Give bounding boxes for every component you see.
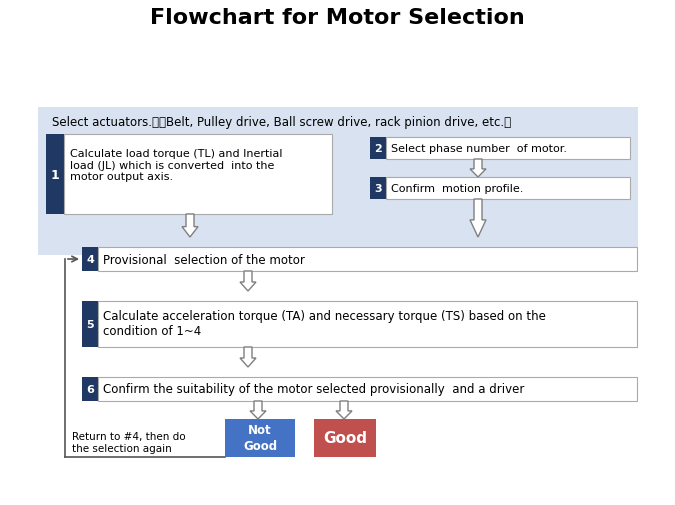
Text: 3: 3 bbox=[374, 184, 382, 193]
Text: Select actuators.　（Belt, Pulley drive, Ball screw drive, rack pinion drive, etc.: Select actuators. （Belt, Pulley drive, B… bbox=[52, 115, 511, 128]
Polygon shape bbox=[470, 160, 486, 178]
Text: Calculate load torque (TL) and Inertial
load (JL) which is converted  into the
m: Calculate load torque (TL) and Inertial … bbox=[70, 148, 283, 182]
Bar bbox=[46, 135, 64, 215]
Polygon shape bbox=[336, 401, 352, 419]
Bar bbox=[64, 135, 332, 215]
Text: Confirm the suitability of the motor selected provisionally  and a driver: Confirm the suitability of the motor sel… bbox=[103, 383, 524, 396]
Polygon shape bbox=[250, 401, 266, 419]
Text: Flowchart for Motor Selection: Flowchart for Motor Selection bbox=[150, 8, 525, 28]
Text: 1: 1 bbox=[51, 168, 59, 181]
Polygon shape bbox=[182, 215, 198, 237]
Bar bbox=[82, 247, 98, 272]
Text: Confirm  motion profile.: Confirm motion profile. bbox=[391, 184, 523, 193]
Text: 2: 2 bbox=[374, 144, 382, 154]
Bar bbox=[370, 178, 386, 199]
Polygon shape bbox=[470, 199, 486, 237]
Bar bbox=[82, 301, 98, 347]
Bar bbox=[314, 419, 376, 457]
Text: 5: 5 bbox=[86, 319, 94, 329]
Bar bbox=[98, 247, 637, 272]
Bar bbox=[386, 138, 630, 160]
Text: 4: 4 bbox=[86, 255, 94, 265]
Polygon shape bbox=[240, 272, 256, 291]
Text: Select phase number  of motor.: Select phase number of motor. bbox=[391, 144, 567, 154]
Text: Good: Good bbox=[323, 431, 367, 445]
Bar bbox=[386, 178, 630, 199]
Bar bbox=[38, 108, 638, 256]
Bar bbox=[370, 138, 386, 160]
Text: Calculate acceleration torque (TA) and necessary torque (TS) based on the
condit: Calculate acceleration torque (TA) and n… bbox=[103, 310, 546, 337]
Text: Return to #4, then do
the selection again: Return to #4, then do the selection agai… bbox=[72, 431, 186, 452]
Text: Provisional  selection of the motor: Provisional selection of the motor bbox=[103, 253, 305, 266]
Polygon shape bbox=[240, 347, 256, 367]
Bar bbox=[98, 301, 637, 347]
Bar bbox=[98, 377, 637, 401]
Bar bbox=[82, 377, 98, 401]
Bar bbox=[225, 419, 295, 457]
Text: 6: 6 bbox=[86, 384, 94, 394]
Text: Not
Good: Not Good bbox=[243, 424, 277, 452]
